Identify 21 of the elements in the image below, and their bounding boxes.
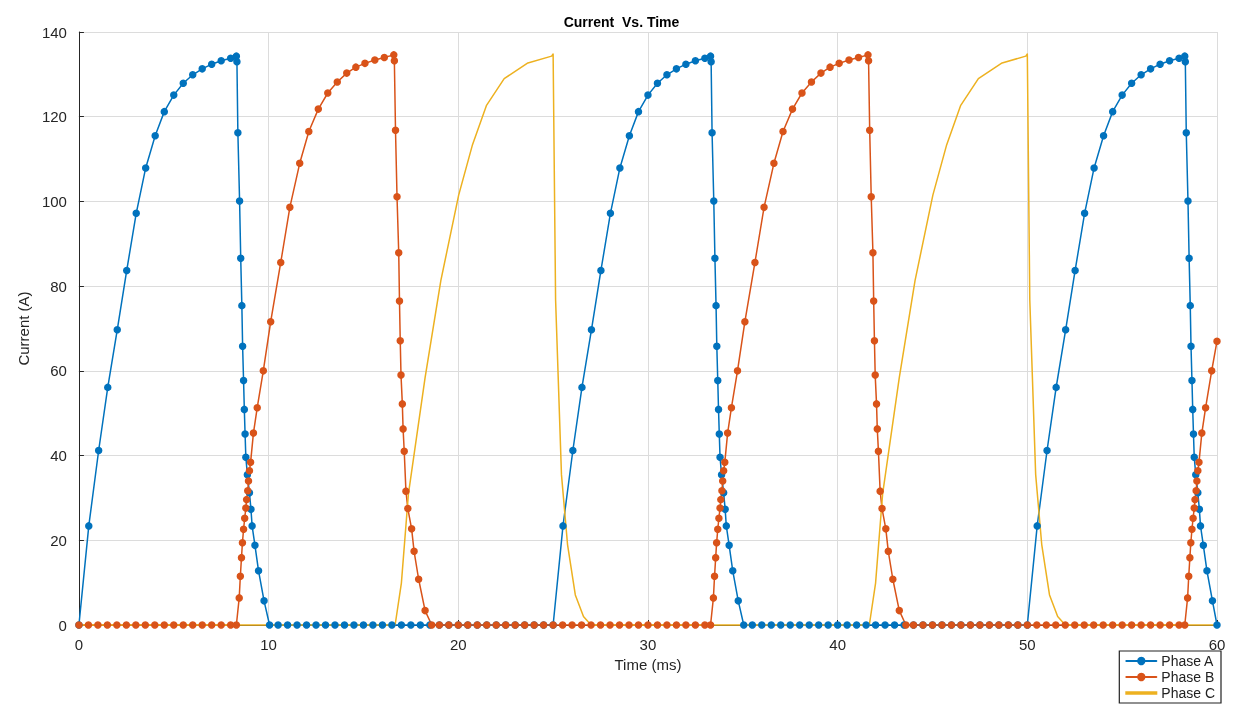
y-tick-label: 20	[50, 531, 67, 549]
y-tick-label: 40	[50, 447, 67, 465]
y-tick-label: 80	[50, 277, 67, 295]
y-tick-label: 60	[50, 362, 67, 380]
x-tick-label: 50	[1018, 636, 1036, 653]
x-tick-label: 60	[1208, 636, 1226, 653]
y-tick-label: 0	[58, 616, 67, 634]
y-tick-label: 140	[41, 23, 67, 41]
x-tick-label: 30	[639, 636, 657, 653]
x-tick-label: 0	[74, 636, 84, 653]
legend-label: Phase A	[1161, 653, 1215, 669]
x-axis-title: Time (ms)	[614, 655, 682, 673]
x-tick-label: 10	[260, 636, 277, 653]
x-tick-label: 40	[829, 636, 846, 653]
legend-label: Phase B	[1161, 669, 1215, 685]
chart-title: Current Vs. Time	[563, 14, 680, 30]
y-tick-label: 100	[41, 192, 67, 210]
y-axis-title: Current (A)	[15, 291, 32, 366]
y-tick-label: 120	[41, 108, 67, 126]
legend-label: Phase C	[1161, 685, 1216, 701]
x-tick-label: 20	[449, 636, 467, 653]
